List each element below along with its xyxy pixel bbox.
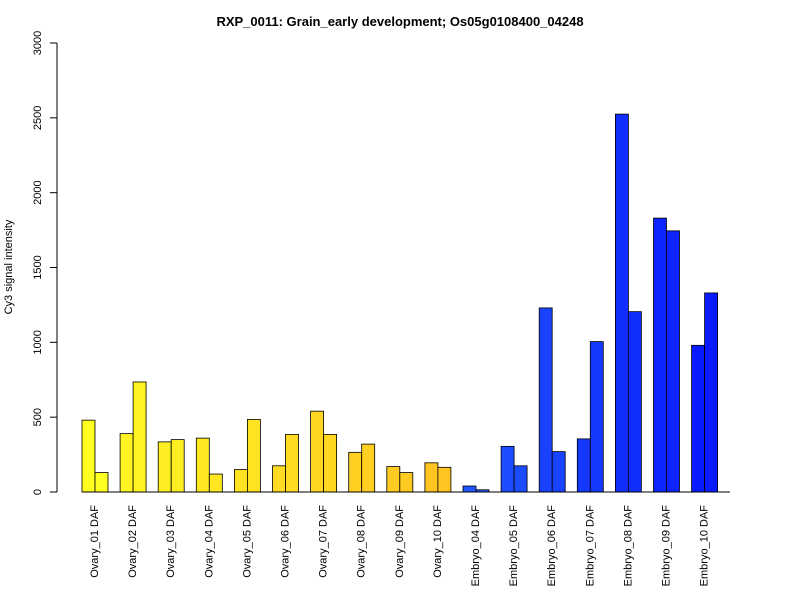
bar-1-6 [272, 465, 286, 493]
bar-1-17 [691, 344, 705, 493]
bar-2-10 [437, 466, 452, 493]
bar-1-1 [81, 419, 96, 493]
bar-1-3 [157, 441, 172, 493]
bar-1-14 [576, 438, 591, 493]
x-tick-label: Ovary_10 DAF [432, 505, 444, 578]
bar-2-8 [361, 443, 376, 493]
bar-1-13 [538, 307, 553, 493]
x-tick-label: Ovary_06 DAF [280, 505, 292, 578]
x-tick-label: Ovary_04 DAF [203, 505, 215, 578]
bar-2-3 [170, 439, 185, 493]
x-tick-label: Ovary_03 DAF [165, 505, 177, 578]
bar-2-5 [246, 419, 261, 493]
bar-2-9 [399, 472, 414, 493]
bar-2-17 [704, 292, 718, 493]
y-tick-label: 3000 [32, 31, 44, 55]
y-tick-label: 500 [32, 408, 44, 426]
y-axis-label: Cy3 signal intensity [3, 219, 15, 314]
bar-1-9 [386, 466, 401, 493]
bar-1-11 [462, 485, 477, 493]
x-tick-label: Embryo_05 DAF [508, 505, 520, 587]
bar-1-15 [615, 113, 629, 493]
bar-2-14 [589, 341, 604, 493]
bar-2-7 [323, 433, 338, 493]
y-tick-label: 0 [32, 489, 44, 495]
x-tick-label: Embryo_06 DAF [546, 505, 558, 587]
bar-1-10 [424, 462, 439, 493]
y-axis: 0 500 1000 1500 2000 2500 3000 [32, 31, 58, 495]
x-tick-label: Embryo_04 DAF [470, 505, 482, 587]
bar-2-2 [132, 381, 147, 493]
bar-1-5 [233, 469, 248, 493]
y-tick-label: 2500 [32, 106, 44, 130]
x-tick-label: Embryo_09 DAF [661, 505, 673, 587]
bar-1-12 [500, 445, 515, 493]
bar-2-1 [94, 472, 109, 493]
bar-2-12 [513, 465, 528, 493]
bar-2-6 [285, 433, 299, 493]
x-tick-label: Ovary_01 DAF [89, 505, 101, 578]
x-tick-label: Embryo_07 DAF [584, 505, 596, 587]
x-tick-label: Ovary_02 DAF [127, 505, 139, 578]
y-tick-label: 1000 [32, 330, 44, 354]
x-tick-label: Ovary_09 DAF [394, 505, 406, 578]
bar-2-4 [208, 473, 223, 493]
bar-1-7 [310, 410, 325, 493]
x-tick-label: Embryo_10 DAF [699, 505, 711, 587]
bar-1-8 [348, 451, 363, 493]
y-tick-label: 1500 [32, 255, 44, 279]
x-tick-label: Ovary_08 DAF [356, 505, 368, 578]
bar-1-16 [653, 217, 667, 493]
bar-2-13 [551, 451, 566, 493]
x-axis: Ovary_01 DAF Ovary_02 DAF Ovary_03 DAF Ovar… [82, 491, 730, 587]
y-tick-label: 2000 [32, 180, 44, 204]
bar-2-16 [666, 230, 680, 493]
bar-1-4 [195, 437, 210, 493]
bar-2-15 [628, 311, 642, 493]
bars [81, 113, 718, 493]
x-tick-label: Ovary_05 DAF [241, 505, 253, 578]
chart-title: RXP_0011: Grain_early development; Os05g… [216, 14, 583, 29]
bar-1-2 [119, 433, 134, 493]
x-tick-label: Embryo_08 DAF [622, 505, 634, 587]
x-tick-label: Ovary_07 DAF [318, 505, 330, 578]
